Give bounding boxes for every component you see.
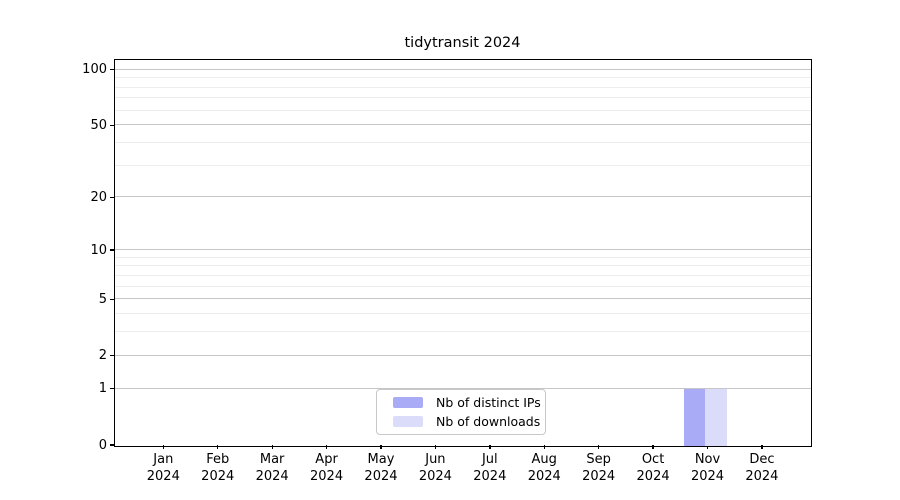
x-tick-label-year: 2024 xyxy=(527,468,561,484)
x-tick-mark xyxy=(217,445,219,449)
y-tick-label: 10 xyxy=(90,242,107,258)
x-tick-mark xyxy=(489,445,491,449)
x-tick-label: Mar 2024 xyxy=(237,452,307,485)
x-tick-label-month: Jul xyxy=(481,452,498,467)
minor-gridline xyxy=(115,265,811,267)
bar-distinct-ips xyxy=(683,389,705,446)
major-gridline xyxy=(115,68,811,70)
x-tick-mark xyxy=(543,445,545,449)
y-tick-label: 0 xyxy=(98,437,107,453)
x-tick-mark xyxy=(380,445,382,449)
minor-gridline xyxy=(115,142,811,144)
major-gridline xyxy=(115,124,811,126)
y-tick-mark xyxy=(110,124,115,127)
major-gridline xyxy=(115,387,811,389)
major-gridline xyxy=(115,298,811,300)
x-tick-label-month: Mar xyxy=(259,452,285,467)
minor-gridline xyxy=(115,164,811,166)
y-tick-label: 1 xyxy=(98,381,107,397)
x-tick-mark xyxy=(761,445,763,449)
y-tick-mark xyxy=(110,298,115,301)
x-tick-label-year: 2024 xyxy=(418,468,452,484)
x-tick-mark xyxy=(434,445,437,449)
x-tick-label-month: Apr xyxy=(315,452,338,467)
x-tick-mark xyxy=(652,445,654,449)
major-gridline xyxy=(115,354,811,356)
x-tick-label-month: Dec xyxy=(749,452,775,467)
minor-gridline xyxy=(115,77,811,79)
legend-swatch-downloads xyxy=(393,416,423,427)
x-tick-label: May 2024 xyxy=(346,452,416,485)
x-tick-mark xyxy=(598,445,600,449)
bar-downloads xyxy=(705,389,727,446)
chart-title: tidytransit 2024 xyxy=(404,35,521,51)
x-tick-label: Apr 2024 xyxy=(292,452,362,485)
y-tick-mark xyxy=(110,444,115,446)
x-tick-label-year: 2024 xyxy=(310,468,344,484)
x-tick-label-month: Aug xyxy=(531,452,557,467)
legend-entry-downloads: Nb of downloads xyxy=(393,413,545,429)
minor-gridline xyxy=(115,86,811,88)
minor-gridline xyxy=(115,97,811,99)
x-tick-label-year: 2024 xyxy=(364,468,398,484)
y-tick-label: 100 xyxy=(82,62,107,78)
x-tick-label-year: 2024 xyxy=(146,468,180,484)
x-tick-mark xyxy=(271,445,273,449)
x-tick-label-month: Sep xyxy=(586,452,611,467)
minor-gridline xyxy=(115,313,811,315)
y-tick-mark xyxy=(110,355,115,357)
x-tick-label-year: 2024 xyxy=(582,468,616,484)
x-tick-mark xyxy=(706,445,709,449)
x-tick-label-year: 2024 xyxy=(690,468,725,484)
x-tick-label-month: May xyxy=(367,452,395,467)
minor-gridline xyxy=(115,256,811,258)
x-tick-label: Aug 2024 xyxy=(509,452,579,485)
minor-gridline xyxy=(115,285,811,287)
y-tick-mark xyxy=(110,388,115,390)
x-tick-label: Dec 2024 xyxy=(727,452,797,485)
x-tick-label: Jan 2024 xyxy=(128,452,198,485)
legend-swatch-distinct-ips xyxy=(393,397,423,408)
x-tick-label: Jul 2024 xyxy=(455,452,525,485)
x-tick-label-month: Feb xyxy=(206,452,230,467)
x-tick-label-month: Oct xyxy=(641,452,665,467)
x-tick-label: Sep 2024 xyxy=(564,452,634,485)
x-tick-label-month: Jan xyxy=(153,452,174,467)
x-tick-label: Feb 2024 xyxy=(183,452,253,485)
y-tick-label: 2 xyxy=(98,348,107,364)
legend-label-distinct-ips: Nb of distinct IPs xyxy=(436,394,541,410)
minor-gridline xyxy=(115,274,811,276)
x-tick-label-year: 2024 xyxy=(636,468,670,484)
x-tick-label-year: 2024 xyxy=(201,468,235,484)
x-tick-label: Nov 2024 xyxy=(673,452,743,485)
x-tick-label-year: 2024 xyxy=(745,468,779,484)
x-tick-label-year: 2024 xyxy=(473,468,507,484)
x-tick-label-year: 2024 xyxy=(255,468,289,484)
y-tick-mark xyxy=(110,249,115,251)
y-tick-label: 20 xyxy=(90,189,107,205)
x-tick-label: Oct 2024 xyxy=(618,452,688,485)
legend-entry-distinct-ips: Nb of distinct IPs xyxy=(393,394,545,410)
minor-gridline xyxy=(115,331,811,333)
major-gridline xyxy=(115,196,811,198)
y-tick-mark xyxy=(110,69,115,71)
x-tick-label: Jun 2024 xyxy=(400,452,470,485)
x-tick-label-month: Jun xyxy=(425,452,446,467)
x-tick-label-month: Nov xyxy=(694,452,721,467)
minor-gridline xyxy=(115,109,811,111)
plot-area: Nb of distinct IPs Nb of downloads xyxy=(114,59,812,447)
major-gridline xyxy=(115,249,811,251)
x-tick-mark xyxy=(162,445,164,449)
y-tick-label: 5 xyxy=(98,291,107,307)
y-tick-mark xyxy=(110,196,115,199)
legend-label-downloads: Nb of downloads xyxy=(436,413,541,429)
y-tick-label: 50 xyxy=(90,117,107,133)
legend: Nb of distinct IPs Nb of downloads xyxy=(376,389,546,435)
x-tick-mark xyxy=(325,445,328,449)
